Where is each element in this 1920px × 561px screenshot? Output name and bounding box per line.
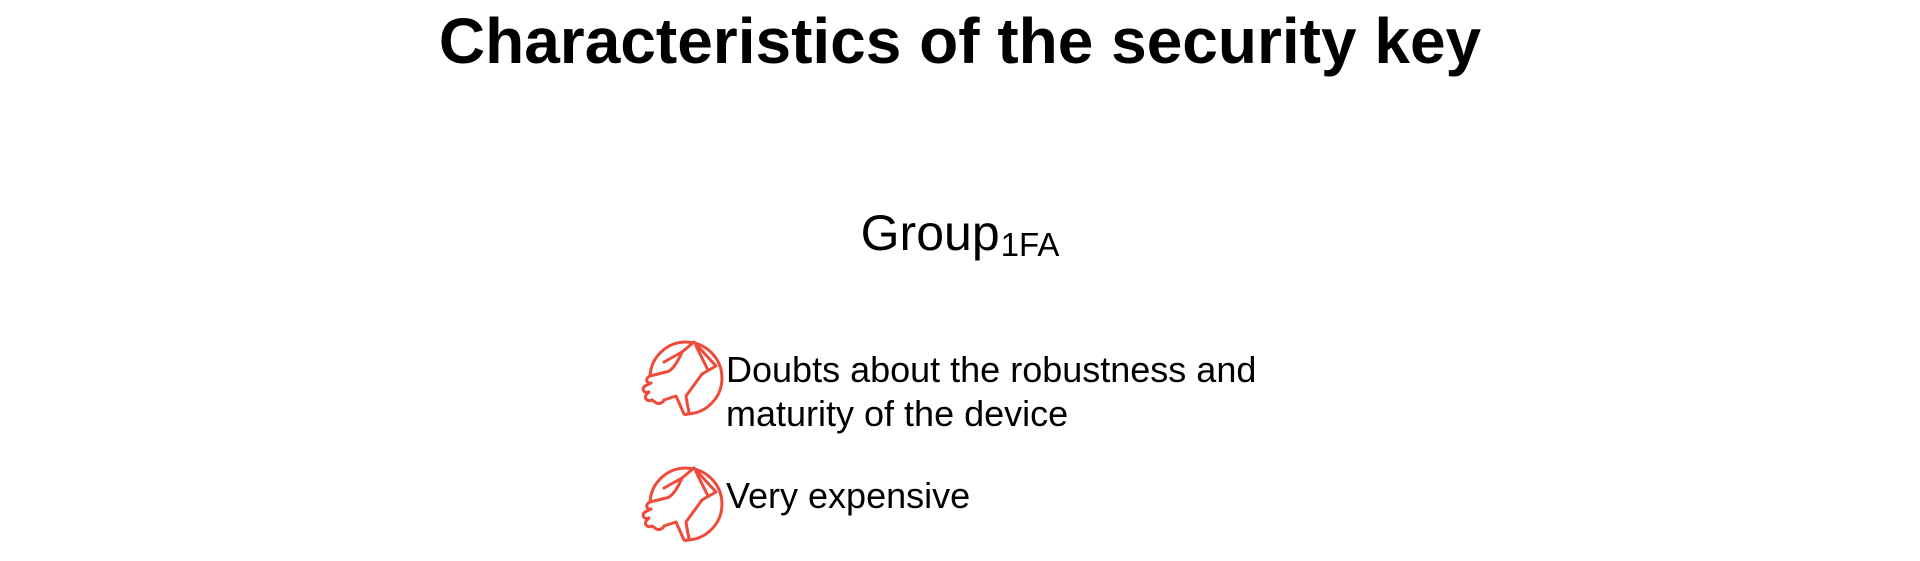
list-item: Very expensive	[636, 458, 1346, 548]
list-item-text: Doubts about the robustness and maturity…	[726, 349, 1257, 434]
group-name: Group	[860, 205, 1000, 261]
group-heading: Group1FA	[0, 203, 1920, 269]
page-title: Characteristics of the security key	[438, 5, 1482, 77]
thumbs-down-icon	[636, 458, 724, 548]
group-subscript: 1FA	[1000, 226, 1060, 263]
list-item: Doubts about the robustness and maturity…	[636, 332, 1346, 436]
thumbs-down-icon	[636, 332, 724, 422]
list-item-text: Very expensive	[726, 475, 971, 516]
